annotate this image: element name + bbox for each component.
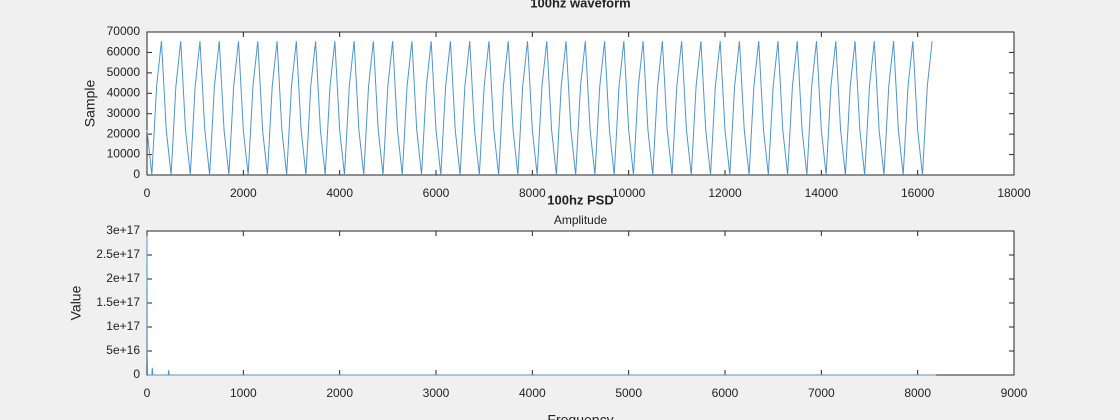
chart-title: 100hz PSD xyxy=(547,192,613,207)
x-tick-label: 6000 xyxy=(423,186,450,200)
y-tick-label: 1e+17 xyxy=(106,319,140,333)
x-tick-label: 2000 xyxy=(230,186,257,200)
y-axis-label: Sample xyxy=(82,80,98,128)
y-tick-label: 2e+17 xyxy=(106,271,140,285)
x-tick-label: 4000 xyxy=(519,386,546,400)
y-tick-label: 60000 xyxy=(107,45,141,59)
chart-subtitle: Amplitude xyxy=(554,213,608,227)
y-tick-label: 50000 xyxy=(107,65,141,79)
y-axis-label: Value xyxy=(68,285,84,320)
x-tick-label: 4000 xyxy=(326,186,353,200)
y-tick-label: 5e+16 xyxy=(106,343,140,357)
y-tick-label: 10000 xyxy=(107,147,141,161)
data-line xyxy=(146,235,937,376)
chart-title: 100hz waveform xyxy=(530,0,630,10)
x-tick-label: 9000 xyxy=(1001,386,1028,400)
x-tick-label: 5000 xyxy=(615,386,642,400)
y-tick-label: 1.5e+17 xyxy=(96,295,140,309)
axes xyxy=(146,230,1015,376)
x-tick-label: 14000 xyxy=(805,186,839,200)
x-tick-label: 8000 xyxy=(904,386,931,400)
x-tick-label: 6000 xyxy=(712,386,739,400)
y-tick-label: 70000 xyxy=(107,24,141,38)
x-tick-label: 7000 xyxy=(808,386,835,400)
x-tick-label: 12000 xyxy=(708,186,742,200)
y-tick-label: 2.5e+17 xyxy=(96,247,140,261)
y-tick-label: 30000 xyxy=(107,106,141,120)
x-tick-label: 1000 xyxy=(230,386,257,400)
y-tick-label: 0 xyxy=(133,167,140,181)
x-tick-label: 18000 xyxy=(997,186,1031,200)
x-axis-label: Frequency xyxy=(547,412,613,420)
axes xyxy=(146,31,1015,176)
y-tick-label: 3e+17 xyxy=(106,223,140,237)
x-tick-label: 0 xyxy=(144,386,151,400)
x-tick-label: 16000 xyxy=(901,186,935,200)
y-tick-label: 20000 xyxy=(107,126,141,140)
x-tick-label: 3000 xyxy=(423,386,450,400)
x-tick-label: 0 xyxy=(144,186,151,200)
x-tick-label: 2000 xyxy=(326,386,353,400)
x-tick-label: 10000 xyxy=(612,186,646,200)
data-line xyxy=(146,41,933,176)
y-tick-label: 0 xyxy=(133,367,140,381)
x-tick-label: 8000 xyxy=(519,186,546,200)
y-tick-label: 40000 xyxy=(107,85,141,99)
